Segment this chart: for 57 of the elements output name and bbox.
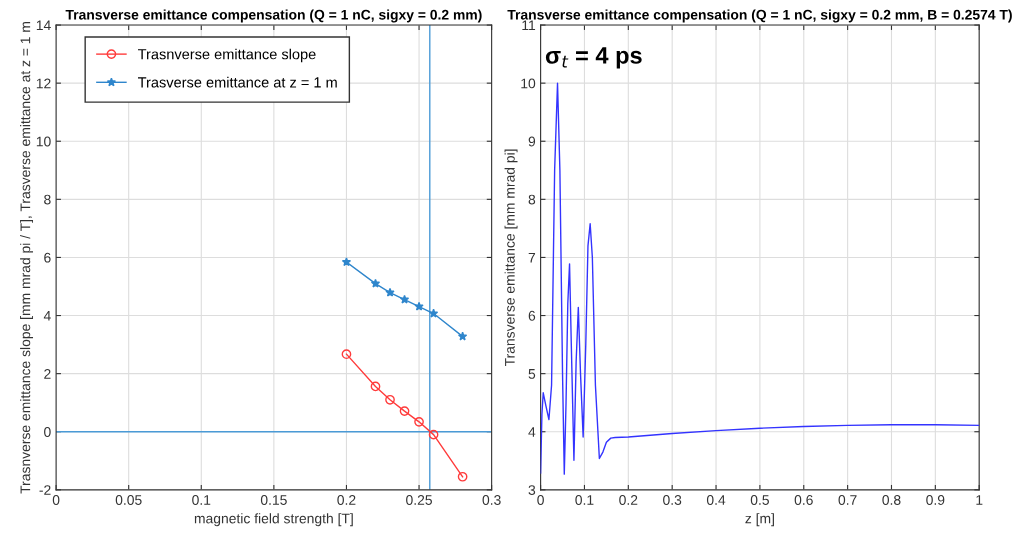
legend-label: Trasverse emittance at z = 1 m	[138, 76, 337, 88]
point	[428, 429, 439, 440]
y-tick-label: 4	[528, 427, 536, 437]
x-tick-label: 0.9	[926, 495, 945, 505]
y-tick-label: 10	[521, 78, 536, 89]
point	[370, 278, 381, 288]
chart-title: Transverse emittance compensation (Q = 1 nC, sigxy = 0.2 mm)	[65, 9, 482, 23]
point	[341, 257, 352, 267]
legend-label: Trasnverse emittance slope	[138, 48, 316, 63]
point	[399, 294, 410, 304]
point	[341, 349, 352, 360]
y-tick-label: 6	[44, 252, 51, 263]
y-tick-label: -2	[39, 485, 51, 495]
x-tick-label: 0.3	[482, 495, 501, 505]
y-tick-label: 2	[44, 368, 51, 379]
y-tick-label: 12	[36, 78, 51, 89]
x-tick-label: 0.2	[337, 495, 356, 505]
y-tick-label: 11	[522, 20, 536, 31]
annotation: σ$_{t}$ = 4 ps	[545, 47, 642, 69]
point	[457, 471, 468, 482]
x-tick-label: 1	[976, 495, 983, 505]
point	[428, 308, 439, 318]
x-tick-label: 0.4	[706, 495, 726, 505]
point	[414, 416, 424, 427]
y-tick-label: 8	[44, 194, 51, 205]
x-tick-label: 0	[537, 495, 544, 505]
y-tick-label: 10	[36, 136, 51, 147]
y-tick-label: 8	[528, 194, 536, 205]
point	[399, 406, 410, 416]
y-tick-label: 3	[528, 485, 536, 495]
x-tick-label: 0.25	[406, 495, 432, 505]
x-tick-label: 0.3	[663, 495, 682, 505]
x-tick-label: 0.2	[619, 495, 638, 505]
y-tick-label: 4	[43, 311, 51, 321]
line-series	[540, 82, 980, 475]
y-tick-label: 6	[528, 310, 536, 321]
point	[370, 381, 381, 392]
x-tick-label: 0.05	[115, 495, 142, 505]
y-axis-title: Transverse emittance [mm mrad pi]	[504, 149, 518, 367]
point	[457, 331, 468, 341]
y-tick-label: 0	[44, 427, 51, 437]
y-tick-label: 9	[528, 136, 536, 147]
y-axis-title: Trasnverse emittance slope [mm mrad pi / T], Trasverse emittance at z = 1 m	[20, 21, 34, 494]
x-tick-label: 0.1	[192, 495, 211, 505]
point	[385, 394, 395, 405]
x-axis-title: magnetic field strength [T]	[194, 513, 353, 527]
x-tick-label: 0.7	[838, 495, 857, 505]
y-tick-label: 7	[528, 252, 536, 263]
x-tick-label: 0.1	[575, 495, 594, 505]
x-axis-title: z [m]	[745, 513, 774, 527]
x-tick-label: 0	[52, 495, 60, 505]
y-tick-label: 5	[528, 369, 536, 379]
x-tick-label: 0.6	[794, 495, 813, 505]
y-tick-label: 14	[36, 20, 51, 31]
x-tick-label: 0.15	[260, 495, 287, 505]
x-tick-label: 0.5	[750, 495, 769, 505]
x-tick-label: 0.8	[882, 495, 901, 505]
